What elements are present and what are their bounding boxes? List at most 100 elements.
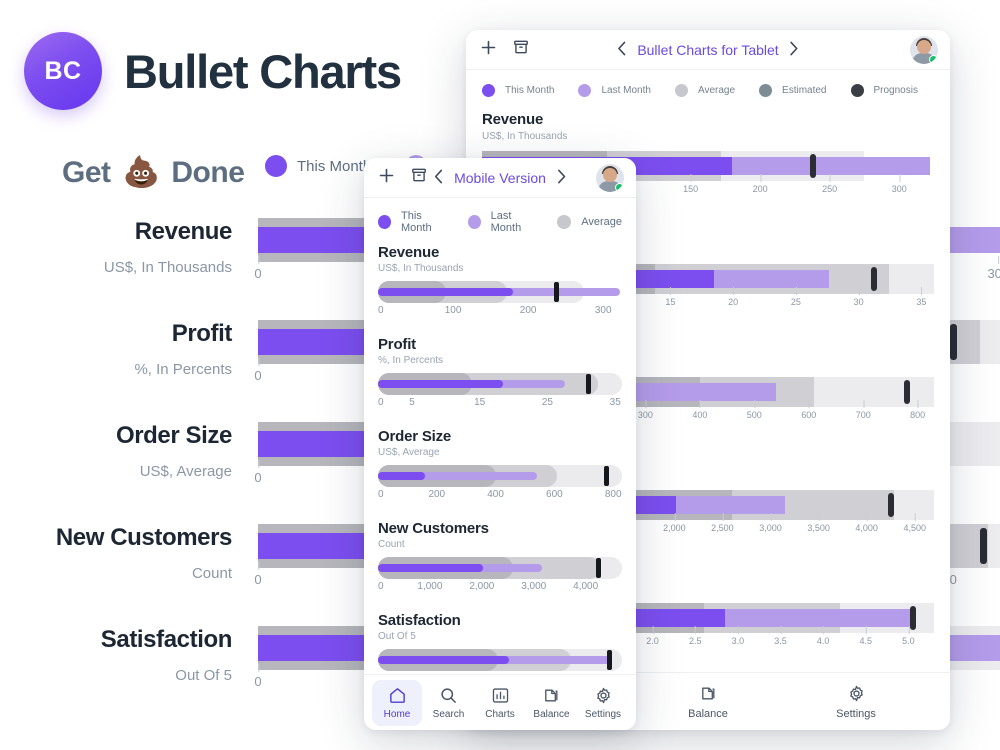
axis-tick-label: 500	[746, 400, 762, 420]
axis-tick-label: 0	[378, 489, 384, 500]
tablet-nav-balance[interactable]: Balance	[676, 678, 740, 726]
tablet-legend-item-estimated[interactable]: Estimated	[759, 84, 827, 97]
mobile-bottom-nav: Home Search Charts Balance Settings	[364, 674, 636, 730]
avatar[interactable]	[596, 163, 624, 192]
chart-subtitle: US$, Average	[139, 463, 232, 480]
nav-label: Balance	[688, 707, 728, 720]
legend-label: This Month	[401, 210, 432, 234]
chart-axis: 15 20 25 30 35	[482, 287, 934, 319]
tablet-legend-item-this-month[interactable]: This Month	[482, 84, 554, 97]
balance-pages-icon	[542, 686, 561, 705]
chart-title: Order Size	[115, 422, 232, 449]
search-icon	[439, 686, 458, 705]
legend-swatch-icon	[467, 215, 481, 229]
chart-track	[378, 557, 622, 579]
axis-tick-label: 4.0	[816, 626, 830, 646]
chart-title: Satisfaction	[100, 626, 233, 653]
tablet-window-title: Bullet Charts for Tablet	[637, 41, 779, 58]
legend-swatch-icon	[759, 84, 773, 97]
axis-tick-label: 400	[692, 400, 708, 420]
mobile-legend-item-last-month[interactable]: Last Month	[467, 210, 542, 234]
axis-tick-label: 4,000	[573, 581, 599, 592]
chevron-right-icon[interactable]	[790, 41, 799, 59]
measure-this-month	[378, 288, 514, 296]
axis-tick-label: 25	[541, 397, 553, 408]
axis-tick-label: 700	[855, 400, 871, 420]
mobile-nav-charts[interactable]: Charts	[475, 680, 525, 726]
bullet-bar	[378, 281, 622, 303]
tablet-legend-item-last-month[interactable]: Last Month	[578, 84, 651, 97]
axis-tick-label: 35	[916, 287, 927, 307]
plus-icon[interactable]	[480, 39, 497, 61]
axis-tick-label: 800	[910, 400, 926, 420]
avatar[interactable]	[910, 35, 938, 64]
axis-tick-label: 200	[428, 489, 446, 500]
archive-box-icon[interactable]	[513, 39, 529, 60]
chart-title: Revenue	[134, 218, 233, 245]
chart-label-block: Revenue US$, In Thousands	[0, 218, 233, 276]
tagline: Get 💩 Done	[62, 155, 245, 190]
tablet-legend-item-average[interactable]: Average	[674, 84, 736, 97]
mobile-nav-balance[interactable]: Balance	[527, 680, 577, 726]
plus-icon[interactable]	[378, 167, 395, 189]
chart-subtitle: %, In Percents	[134, 361, 232, 378]
legend-label: This Month	[297, 157, 372, 175]
prognosis-marker	[870, 267, 877, 291]
prognosis-marker	[810, 154, 816, 178]
chart-title: New Customers	[378, 520, 489, 537]
legend-label: Average	[697, 85, 736, 96]
legend-swatch-icon	[482, 84, 495, 97]
mobile-nav-settings[interactable]: Settings	[578, 680, 628, 726]
axis-tick-label: 300	[594, 305, 612, 316]
home-icon	[388, 686, 407, 705]
brand-logo: BC	[24, 32, 102, 110]
mobile-window-title: Mobile Version	[454, 169, 546, 186]
nav-label: Home	[383, 708, 411, 720]
chart-axis: 2,000 2,500 3,000 3,500 4,000 4,500	[482, 513, 934, 545]
axis-tick-label: 2,000	[469, 581, 495, 592]
mobile-chart-section: New Customers Count 0 1,000 2,000 3,000 4,000	[378, 520, 622, 601]
chevron-right-icon[interactable]	[557, 169, 566, 187]
mobile-nav-home[interactable]: Home	[372, 679, 422, 726]
chart-label-block: New Customers Count	[0, 524, 233, 582]
chevron-left-icon[interactable]	[434, 169, 443, 187]
nav-label: Search	[432, 708, 465, 720]
prognosis-marker	[950, 324, 958, 360]
desktop-legend-item-this-month[interactable]: This Month	[265, 155, 371, 177]
chart-axis: 0 100 200 300	[378, 305, 622, 325]
axis-tick-label: 30	[853, 287, 864, 307]
legend-label: Last Month	[490, 210, 522, 234]
axis-tick-label: 1,000	[417, 581, 443, 592]
mobile-legend-item-this-month[interactable]: This Month	[378, 210, 452, 234]
legend-swatch-icon	[674, 84, 688, 97]
archive-box-icon[interactable]	[411, 167, 427, 188]
axis-tick-label: 0	[378, 305, 384, 316]
mobile-nav-search[interactable]: Search	[424, 680, 474, 726]
chart-track	[378, 281, 622, 303]
measure-this-month	[378, 656, 510, 664]
mobile-legend-item-average[interactable]: Average	[557, 215, 622, 229]
chevron-left-icon[interactable]	[617, 41, 626, 59]
tablet-legend: This Month Last Month Average Estimated Prog…	[466, 70, 950, 107]
axis-tick-label: 4,000	[855, 513, 878, 533]
axis-tick-label: 2.5	[688, 626, 702, 646]
online-status-dot	[929, 54, 938, 64]
chart-axis: 2.0 2.5 3.0 3.5 4.0 4.5 5.0	[482, 626, 934, 658]
brand-logo-text: BC	[44, 56, 82, 85]
tablet-legend-item-prognosis[interactable]: Prognosis	[850, 84, 918, 97]
legend-label: Average	[581, 216, 622, 228]
mobile-chart-section: Revenue US$, In Thousands 0 100 200 300	[378, 244, 622, 325]
mobile-chart-list: Revenue US$, In Thousands 0 100 200 300 Profit…	[364, 242, 636, 693]
gear-icon	[847, 684, 866, 703]
chart-subtitle: Out Of 5	[378, 631, 416, 642]
chart-subtitle: US$, In Thousands	[378, 263, 464, 274]
tablet-nav-settings[interactable]: Settings	[824, 678, 888, 726]
chart-axis: 0 200 400 600 800	[378, 489, 622, 509]
bullet-bar	[378, 465, 622, 487]
chart-title: Order Size	[378, 428, 452, 445]
online-status-dot	[615, 182, 624, 192]
prognosis-marker	[604, 466, 610, 486]
prognosis-marker	[909, 606, 916, 630]
measure-this-month	[378, 380, 504, 388]
